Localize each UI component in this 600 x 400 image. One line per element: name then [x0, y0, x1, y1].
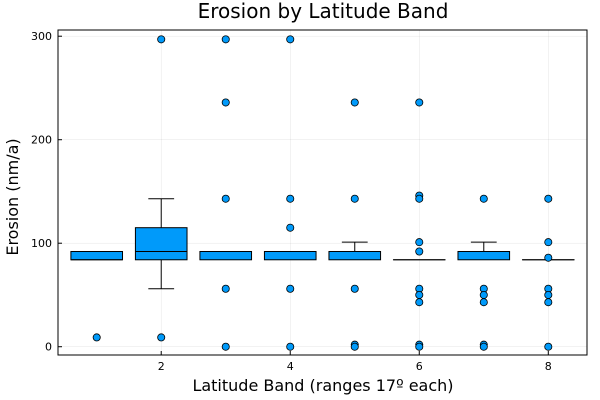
outlier-point — [544, 253, 553, 262]
latitude-band-box — [263, 250, 317, 261]
interquartile-box — [263, 250, 317, 261]
outlier-point — [350, 194, 359, 203]
outlier-point — [221, 342, 230, 351]
outlier-point — [415, 98, 424, 107]
outlier-point — [157, 35, 166, 44]
x-axis-label: Latitude Band (ranges 17º each) — [192, 376, 453, 395]
y-tick-label: 0 — [45, 341, 52, 354]
outlier-point — [350, 98, 359, 107]
outlier-point — [221, 284, 230, 293]
outlier-point — [415, 298, 424, 307]
chart-title: Erosion by Latitude Band — [198, 0, 449, 23]
outlier-point — [544, 238, 553, 247]
outlier-point — [479, 342, 488, 351]
outlier-point — [415, 342, 424, 351]
latitude-band-box — [70, 250, 124, 261]
interquartile-box — [134, 227, 188, 261]
outlier-point — [286, 284, 295, 293]
latitude-band-box — [328, 241, 382, 261]
y-tick-label: 200 — [31, 134, 52, 147]
x-tick-label: 4 — [287, 360, 294, 373]
outlier-point — [415, 194, 424, 203]
interquartile-box — [70, 250, 124, 261]
outlier-point — [479, 290, 488, 299]
outlier-point — [350, 284, 359, 293]
outlier-point — [286, 342, 295, 351]
x-tick-label: 8 — [545, 360, 552, 373]
outlier-point — [157, 333, 166, 342]
outlier-points — [92, 35, 553, 351]
outlier-point — [544, 342, 553, 351]
outlier-point — [415, 290, 424, 299]
grid — [58, 30, 587, 355]
outlier-point — [415, 238, 424, 247]
y-tick-label: 300 — [31, 30, 52, 43]
interquartile-box — [457, 250, 511, 261]
outlier-point — [350, 342, 359, 351]
y-axis-label: Erosion (nm/a) — [3, 138, 22, 255]
outlier-point — [286, 194, 295, 203]
latitude-band-box — [457, 241, 511, 261]
outlier-point — [479, 298, 488, 307]
outlier-point — [92, 333, 101, 342]
outlier-point — [544, 298, 553, 307]
outlier-point — [415, 247, 424, 256]
outlier-point — [221, 98, 230, 107]
latitude-band-box — [134, 198, 188, 290]
outlier-point — [544, 194, 553, 203]
outlier-point — [221, 35, 230, 44]
outlier-point — [544, 290, 553, 299]
outlier-point — [286, 35, 295, 44]
x-tick-label: 6 — [416, 360, 423, 373]
axis-ticks: 2 4 6 8 0 100 200 300 — [31, 30, 552, 373]
plot-frame — [57, 29, 588, 356]
interquartile-box — [199, 250, 253, 261]
box-plots — [70, 198, 575, 290]
outlier-point — [221, 194, 230, 203]
outlier-point — [479, 194, 488, 203]
latitude-band-box — [199, 250, 253, 261]
x-tick-label: 2 — [158, 360, 165, 373]
y-tick-label: 100 — [31, 237, 52, 250]
interquartile-box — [328, 250, 382, 261]
outlier-point — [286, 223, 295, 232]
